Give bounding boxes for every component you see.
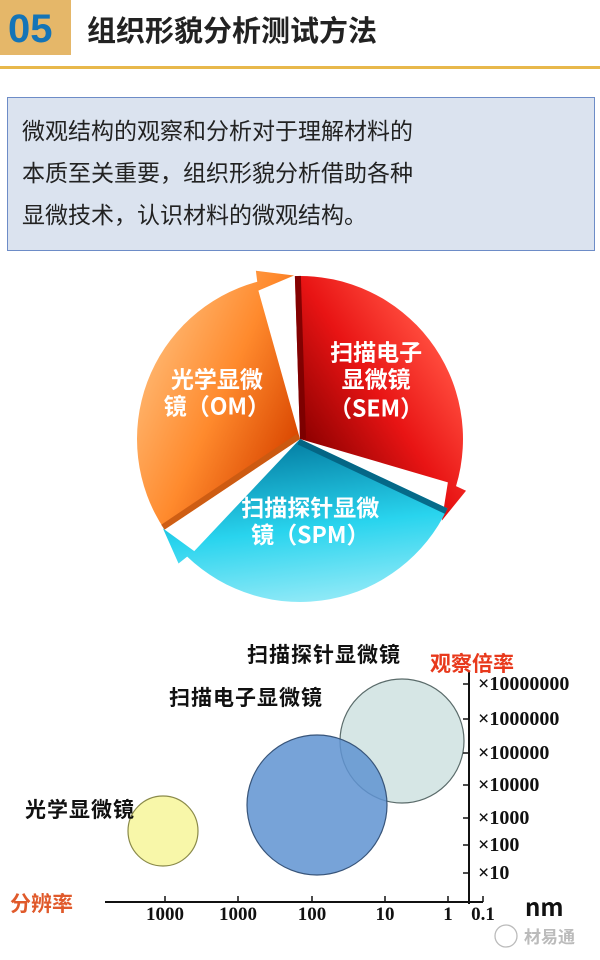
svg-text:光学显微镜（OM）: 光学显微镜（OM） bbox=[164, 361, 270, 422]
svg-text:扫描探针显微镜（SPM）: 扫描探针显微镜（SPM） bbox=[241, 489, 379, 550]
svg-text:扫描电子显微镜（SEM）: 扫描电子显微镜（SEM） bbox=[329, 334, 423, 424]
svg-text:材易通: 材易通 bbox=[524, 923, 575, 948]
